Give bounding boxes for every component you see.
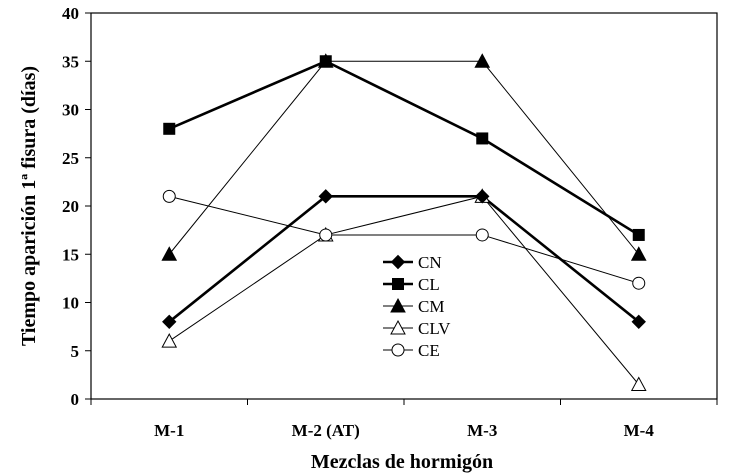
data-point-ce <box>475 228 489 242</box>
legend-label-clv: CLV <box>418 319 451 338</box>
x-tick-label: M-4 <box>624 421 655 440</box>
x-tick-label: M-2 (AT) <box>292 421 360 440</box>
legend-label-cl: CL <box>418 275 440 294</box>
legend-marker-clv <box>390 319 406 335</box>
data-point-cn <box>631 314 646 330</box>
data-point-clv <box>161 333 178 348</box>
y-tick-label: 10 <box>62 294 79 313</box>
y-tick-label: 0 <box>71 390 80 409</box>
legend-marker-cm <box>390 297 406 313</box>
plot-area: 0 5 10 15 20 25 30 35 40 M-1 M-2 (AT) M-3 M-4 CN CL CM C… <box>62 4 718 440</box>
data-point-ce <box>632 276 646 290</box>
data-point-cm <box>630 246 647 261</box>
series-line-clv <box>168 195 640 385</box>
y-tick-label: 15 <box>62 245 79 264</box>
y-tick-label: 30 <box>62 101 79 120</box>
data-point-clv <box>630 376 647 392</box>
y-tick-label: 20 <box>62 197 79 216</box>
legend-label-cn: CN <box>418 253 442 272</box>
legend-label-cm: CM <box>418 297 444 316</box>
data-point-cn <box>475 189 490 204</box>
series-line-cn <box>168 195 640 323</box>
data-point-cn <box>318 189 333 204</box>
data-point-cl <box>632 228 645 241</box>
x-axis-title: Mezclas de hormigón <box>311 451 493 473</box>
data-point-ce <box>319 228 333 242</box>
data-point-cm <box>474 53 491 68</box>
y-axis-title: Tiempo aparición 1ª fisura (días) <box>18 66 40 346</box>
y-tick-label: 40 <box>62 4 79 23</box>
x-tick-label: M-3 <box>467 421 497 440</box>
series-line-cl <box>168 59 640 237</box>
plot-frame <box>90 12 718 400</box>
x-tick-label: M-1 <box>154 421 184 440</box>
data-point-cn <box>162 314 177 330</box>
data-point-cl <box>476 132 489 145</box>
legend-marker-cn <box>390 254 406 270</box>
data-point-cm <box>161 246 178 261</box>
series-line-cm <box>168 60 640 255</box>
y-tick-label: 25 <box>62 149 79 168</box>
data-point-ce <box>162 189 176 203</box>
legend-label-ce: CE <box>418 341 440 360</box>
legend-marker-ce <box>391 343 405 357</box>
y-tick-label: 35 <box>62 52 79 71</box>
data-point-cl <box>319 55 332 68</box>
data-point-cl <box>163 122 176 135</box>
legend-marker-cl <box>392 278 404 290</box>
series-line-ce <box>169 195 639 284</box>
y-tick-label: 5 <box>71 342 80 361</box>
